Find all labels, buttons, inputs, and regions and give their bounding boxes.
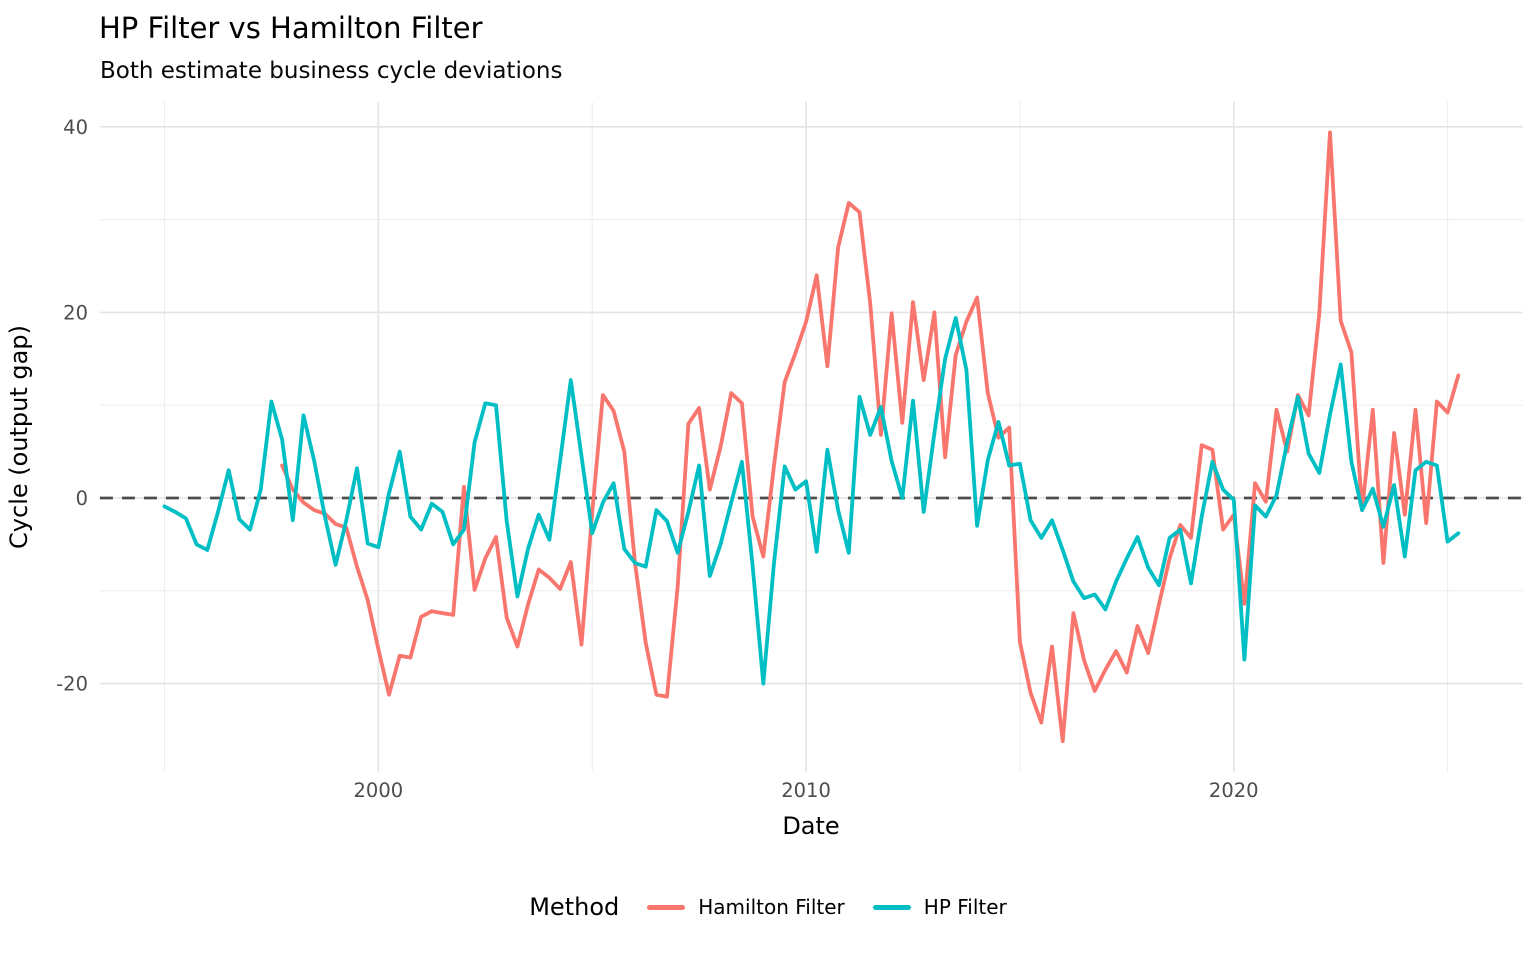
y-axis-title: Cycle (output gap) — [5, 325, 33, 549]
chart-title: HP Filter vs Hamilton Filter — [99, 11, 483, 45]
y-tick-label-20: 20 — [63, 301, 88, 324]
legend: Method Hamilton Filter HP Filter — [0, 884, 1536, 930]
hamilton-filter-line — [280, 130, 1461, 743]
x-tick-label-2000: 2000 — [354, 779, 404, 802]
y-tick-label-0: 0 — [76, 487, 88, 510]
y-tick-label-40: 40 — [63, 116, 88, 139]
chart-subtitle: Both estimate business cycle deviations — [100, 58, 563, 84]
x-tick-label-2010: 2010 — [781, 779, 831, 802]
legend-title: Method — [529, 893, 620, 921]
legend-label-hamilton-filter: Hamilton Filter — [698, 895, 845, 919]
grid-layer — [99, 101, 1523, 772]
tick-label-layer: 40 20 0 -20 2000 2010 2020 — [56, 116, 1258, 802]
legend-entry-hp-filter: HP Filter — [872, 895, 1007, 919]
x-axis-title: Date — [782, 812, 839, 840]
legend-entry-hamilton-filter: Hamilton Filter — [647, 895, 845, 919]
legend-swatch-hamilton-filter — [647, 904, 686, 910]
series-layer — [162, 130, 1461, 743]
legend-label-hp-filter: HP Filter — [923, 895, 1007, 919]
x-tick-label-2020: 2020 — [1209, 779, 1259, 802]
y-tick-label--20: -20 — [56, 673, 88, 696]
hp-filter-line — [162, 316, 1461, 686]
legend-swatch-hp-filter — [872, 904, 911, 910]
